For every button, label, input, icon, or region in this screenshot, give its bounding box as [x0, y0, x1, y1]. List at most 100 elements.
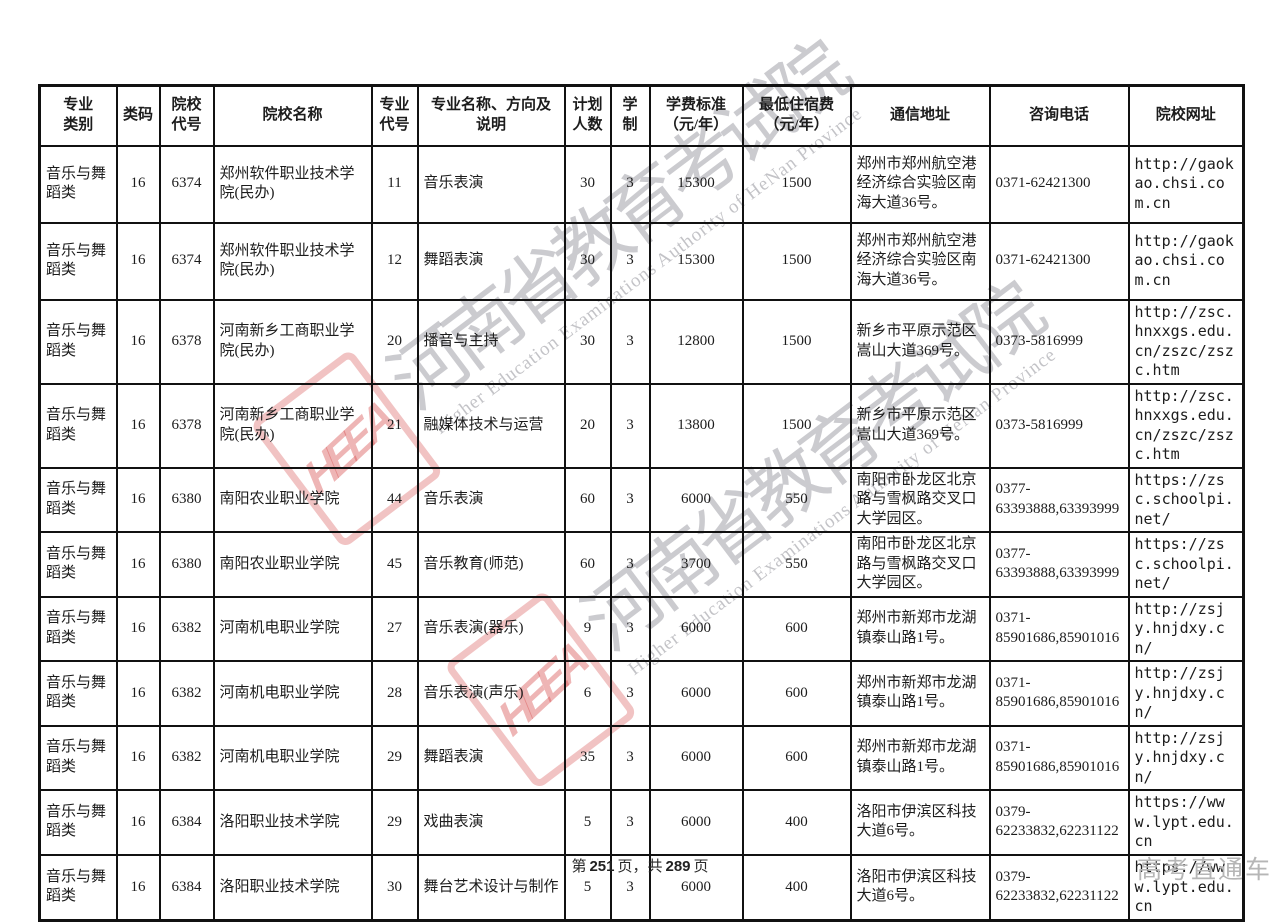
cell: 河南机电职业学院 — [212, 595, 373, 662]
cell: 洛阳职业技术学院 — [212, 789, 373, 856]
table-row: 音乐与舞蹈类 16 6378 河南新乡工商职业学院(民办) 21 融媒体技术与运营 20 3 1… — [38, 382, 1245, 469]
cell: 音乐与舞蹈类 — [38, 595, 118, 662]
cell: 28 — [370, 660, 419, 727]
cell: 音乐与舞蹈类 — [38, 144, 118, 224]
cell: 16 — [115, 595, 161, 662]
cell: 6374 — [158, 221, 215, 301]
cell: 音乐表演 — [416, 466, 566, 533]
table-row: 音乐与舞蹈类 16 6384 洛阳职业技术学院 29 戏曲表演 5 3 6000 400 洛阳市伊滨… — [38, 789, 1245, 856]
cell: 音乐与舞蹈类 — [38, 466, 118, 533]
col-header-phone: 咨询电话 — [988, 84, 1130, 147]
cell: 6382 — [158, 660, 215, 727]
cell: 洛阳市伊滨区科技大道6号。 — [849, 789, 991, 856]
cell: 600 — [741, 724, 852, 791]
cell: 16 — [115, 531, 161, 598]
cell: 舞蹈表演 — [416, 724, 566, 791]
cell: 16 — [115, 660, 161, 727]
cell: 400 — [741, 789, 852, 856]
cell: 南阳农业职业学院 — [212, 466, 373, 533]
cell: http://zsjy.hnjdxy.cn/ — [1127, 660, 1245, 727]
col-header-mailing-address: 通信地址 — [849, 84, 991, 147]
col-header-major-name: 专业名称、方向及 说明 — [416, 84, 566, 147]
admission-plan-table: 专业 类别 类码 院校 代号 院校名称 专业 代号 专业名称、方向及 说明 计划… — [38, 84, 1245, 922]
cell: 0371- 85901686,85901016 — [988, 595, 1130, 662]
page-number: 251 — [589, 858, 615, 875]
cell: 音乐表演(器乐) — [416, 595, 566, 662]
cell: 3 — [609, 789, 651, 856]
cell: 郑州软件职业技术学院(民办) — [212, 144, 373, 224]
cell: 河南新乡工商职业学院(民办) — [212, 298, 373, 385]
cell: http://zsc.hnxxgs.edu.cn/zszc/zszc.htm — [1127, 298, 1245, 385]
cell: 音乐与舞蹈类 — [38, 221, 118, 301]
cell: 0373-5816999 — [988, 298, 1130, 385]
cell: 9 — [563, 595, 612, 662]
cell: 11 — [370, 144, 419, 224]
cell: 河南机电职业学院 — [212, 660, 373, 727]
cell: https://www.lypt.edu.cn — [1127, 789, 1245, 856]
cell: 30 — [563, 221, 612, 301]
table-row: 音乐与舞蹈类 16 6382 河南机电职业学院 27 音乐表演(器乐) 9 3 6000 600 郑… — [38, 595, 1245, 662]
cell: 河南新乡工商职业学院(民办) — [212, 382, 373, 469]
cell: 6374 — [158, 144, 215, 224]
cell: 3 — [609, 221, 651, 301]
cell: 河南机电职业学院 — [212, 724, 373, 791]
cell: 6000 — [648, 789, 744, 856]
cell: 3 — [609, 144, 651, 224]
cell: 0371- 85901686,85901016 — [988, 660, 1130, 727]
cell: 60 — [563, 531, 612, 598]
cell: 郑州市新郑市龙湖镇泰山路1号。 — [849, 724, 991, 791]
cell: 郑州市新郑市龙湖镇泰山路1号。 — [849, 660, 991, 727]
cell: 1500 — [741, 382, 852, 469]
cell: 6380 — [158, 466, 215, 533]
cell: 舞蹈表演 — [416, 221, 566, 301]
page-indicator-prefix: 第 — [571, 859, 587, 875]
cell: 15300 — [648, 221, 744, 301]
cell: 3 — [609, 466, 651, 533]
cell: 35 — [563, 724, 612, 791]
cell: 30 — [563, 144, 612, 224]
cell: 13800 — [648, 382, 744, 469]
cell: 3 — [609, 724, 651, 791]
cell: 6000 — [648, 724, 744, 791]
cell: 3 — [609, 660, 651, 727]
cell: 6382 — [158, 595, 215, 662]
cell: 16 — [115, 144, 161, 224]
cell: 600 — [741, 660, 852, 727]
cell: 新乡市平原示范区嵩山大道369号。 — [849, 382, 991, 469]
cell: 南阳市卧龙区北京路与雪枫路交叉口大学园区。 — [849, 531, 991, 598]
cell: 音乐与舞蹈类 — [38, 298, 118, 385]
cell: 0371-62421300 — [988, 221, 1130, 301]
cell: 音乐与舞蹈类 — [38, 660, 118, 727]
cell: 0379- 62233832,62231122 — [988, 789, 1130, 856]
cell: 3 — [609, 595, 651, 662]
col-header-institution-name: 院校名称 — [212, 84, 373, 147]
table-row: 音乐与舞蹈类 16 6374 郑州软件职业技术学院(民办) 11 音乐表演 30 3 15300… — [38, 144, 1245, 224]
table-row: 音乐与舞蹈类 16 6382 河南机电职业学院 28 音乐表演(声乐) 6 3 6000 600 郑… — [38, 660, 1245, 727]
cell: 600 — [741, 595, 852, 662]
brand-watermark: 高考直通车 — [1136, 856, 1272, 884]
cell: 12 — [370, 221, 419, 301]
cell: 550 — [741, 531, 852, 598]
cell: 6 — [563, 660, 612, 727]
cell: http://zsjy.hnjdxy.cn/ — [1127, 724, 1245, 791]
cell: 16 — [115, 724, 161, 791]
cell: 郑州市新郑市龙湖镇泰山路1号。 — [849, 595, 991, 662]
cell: 16 — [115, 382, 161, 469]
cell: 0371-62421300 — [988, 144, 1130, 224]
cell: 16 — [115, 466, 161, 533]
cell: 音乐与舞蹈类 — [38, 724, 118, 791]
cell: 6380 — [158, 531, 215, 598]
cell: 6378 — [158, 298, 215, 385]
cell: 550 — [741, 466, 852, 533]
cell: 6000 — [648, 466, 744, 533]
cell: 音乐表演(声乐) — [416, 660, 566, 727]
cell: 新乡市平原示范区嵩山大道369号。 — [849, 298, 991, 385]
cell: 3700 — [648, 531, 744, 598]
table-row: 音乐与舞蹈类 16 6380 南阳农业职业学院 45 音乐教育(师范) 60 3 3700 550… — [38, 531, 1245, 598]
cell: 16 — [115, 298, 161, 385]
cell: 60 — [563, 466, 612, 533]
col-header-min-accommodation-fee: 最低住宿费 （元/年） — [741, 84, 852, 147]
cell: 44 — [370, 466, 419, 533]
page-indicator: 第 251 页，共 289 页 — [0, 855, 1280, 876]
